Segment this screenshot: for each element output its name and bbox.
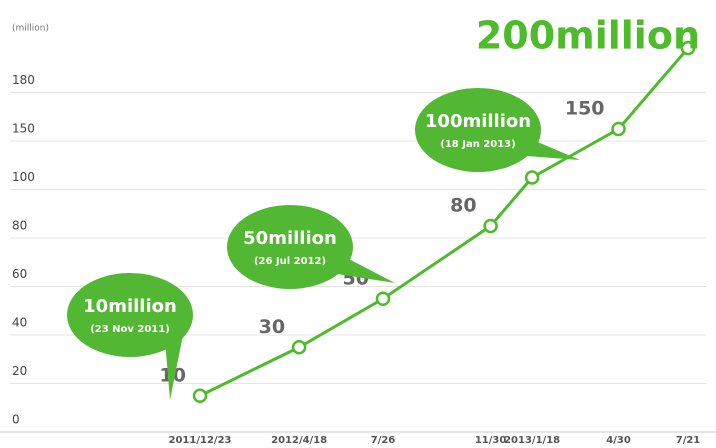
point xyxy=(375,291,391,306)
bubble xyxy=(67,273,193,357)
y-tick-label: 40 xyxy=(12,316,27,330)
value-label: 30 xyxy=(259,316,285,338)
x-tick-label: 7/26 xyxy=(371,435,396,446)
x-tick-label: 2011/12/23 xyxy=(169,435,232,446)
bubble-title: 100million xyxy=(425,111,531,132)
y-unit-label: (million) xyxy=(12,24,49,34)
point xyxy=(680,40,696,56)
speech-bubble: 10million (23 Nov 2011) xyxy=(67,273,193,400)
point xyxy=(291,340,307,355)
x-tick-label: 4/30 xyxy=(606,435,631,446)
bubble xyxy=(415,88,541,172)
y-tick-label: 100 xyxy=(12,170,35,184)
speech-bubble: 100million (18 Jan 2013) xyxy=(415,88,580,172)
y-tick-label: 80 xyxy=(12,219,27,233)
x-tick-label: 11/30 xyxy=(475,435,507,446)
speech-bubble: 50million (26 Jul 2012) xyxy=(227,205,395,289)
y-tick-label: 20 xyxy=(12,364,27,378)
x-tick-label: 7/21 xyxy=(676,435,701,446)
x-tick-label: 2013/1/18 xyxy=(504,435,560,446)
value-label: 80 xyxy=(450,195,476,217)
x-tick-label: 2012/4/18 xyxy=(271,435,327,446)
bubble-date: (18 Jan 2013) xyxy=(440,139,515,150)
bubble xyxy=(227,205,353,289)
point xyxy=(611,121,626,137)
point xyxy=(483,218,498,234)
bubble-date: (26 Jul 2012) xyxy=(254,256,326,267)
point xyxy=(524,170,540,185)
y-tick-label: 180 xyxy=(12,73,35,87)
bubble-title: 50million xyxy=(243,228,337,249)
headline-label: 200million xyxy=(476,14,700,58)
y-tick-label: 0 xyxy=(12,413,20,427)
bubble-title: 10million xyxy=(83,296,177,317)
value-label: 150 xyxy=(565,98,605,120)
bubble-date: (23 Nov 2011) xyxy=(90,324,170,335)
point xyxy=(192,388,208,403)
y-tick-label: 60 xyxy=(12,267,27,281)
y-tick-label: 150 xyxy=(12,122,35,136)
